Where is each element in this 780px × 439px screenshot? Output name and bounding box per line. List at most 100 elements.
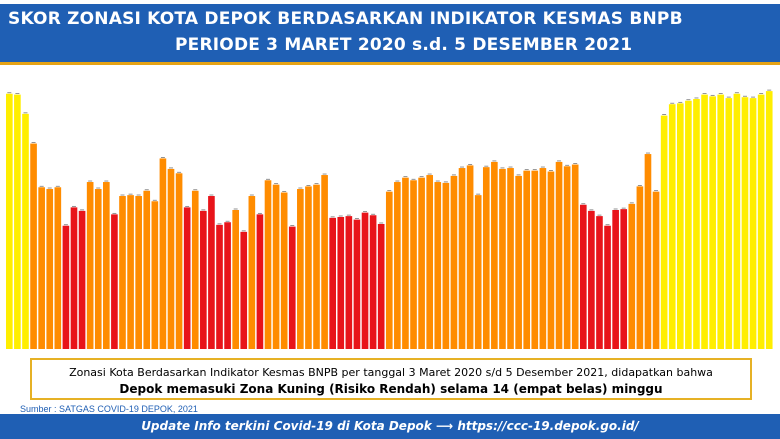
bar-22 (175, 173, 183, 349)
bar-20 (159, 158, 167, 349)
bar-27 (216, 224, 223, 349)
bar-34 (272, 184, 280, 349)
bar-30 (240, 231, 248, 349)
bar-67 (539, 168, 547, 349)
bar-83 (668, 104, 676, 349)
bar-44 (353, 219, 361, 349)
bar-65 (523, 170, 531, 349)
bar-77 (620, 209, 628, 349)
bar-39 (313, 184, 320, 349)
bar-12 (94, 189, 102, 349)
bar-74 (596, 216, 603, 349)
bar-23 (183, 207, 191, 349)
bar-24 (191, 190, 199, 349)
bar-86 (693, 98, 700, 349)
bar-18 (143, 190, 151, 349)
bar-81 (652, 191, 660, 349)
bar-73 (588, 210, 595, 349)
bar-10 (78, 210, 86, 349)
bar-55 (442, 182, 450, 349)
bar-57 (458, 168, 466, 349)
bar-17 (135, 196, 142, 349)
bar-26 (208, 196, 215, 349)
page-title: SKOR ZONASI KOTA DEPOK BERDASARKAN INDIK… (8, 9, 683, 29)
bar-62 (499, 168, 506, 349)
bar-60 (482, 167, 490, 349)
bar-61 (491, 161, 498, 349)
bar-43 (345, 216, 353, 349)
bar-2 (14, 94, 21, 349)
summary-line-1: Zonasi Kota Berdasarkan Indikator Kesmas… (69, 366, 713, 379)
bar-28 (224, 222, 231, 349)
bar-15 (119, 196, 126, 349)
bar-36 (288, 226, 296, 349)
bar-33 (264, 180, 272, 349)
bar-75 (604, 225, 611, 349)
bar-11 (86, 182, 94, 349)
bar-76 (612, 210, 619, 349)
bar-50 (402, 177, 409, 349)
bar-72 (579, 204, 587, 349)
bar-19 (151, 201, 159, 349)
bar-49 (394, 182, 401, 349)
bar-56 (450, 175, 458, 349)
bar-95 (765, 91, 773, 350)
bar-38 (305, 186, 312, 349)
bar-16 (127, 195, 134, 349)
bar-35 (280, 192, 288, 349)
bar-9 (70, 207, 78, 349)
bar-4 (30, 143, 37, 349)
bar-84 (676, 103, 684, 349)
bar-41 (329, 217, 336, 349)
bar-32 (256, 214, 264, 349)
bar-58 (466, 165, 474, 349)
bar-69 (555, 161, 563, 349)
bar-1 (6, 93, 13, 350)
bar-25 (200, 210, 207, 349)
bar-7 (54, 187, 62, 349)
bar-5 (38, 187, 45, 349)
bar-66 (531, 170, 539, 349)
bar-53 (426, 175, 434, 349)
bar-14 (111, 214, 118, 349)
bar-59 (474, 195, 482, 349)
bar-54 (434, 182, 442, 349)
bar-87 (701, 94, 708, 349)
bar-29 (232, 210, 239, 349)
bar-8 (62, 225, 70, 349)
bar-80 (644, 154, 652, 349)
bar-31 (248, 196, 256, 349)
bar-94 (757, 94, 765, 349)
header-top-strip (0, 0, 780, 4)
bar-91 (733, 93, 741, 350)
bar-47 (377, 223, 385, 349)
bar-85 (685, 100, 692, 349)
bar-78 (628, 203, 636, 349)
bar-46 (369, 215, 377, 349)
bar-63 (507, 168, 514, 349)
summary-line-2: Depok memasuki Zona Kuning (Risiko Renda… (119, 382, 663, 396)
bar-42 (337, 217, 345, 349)
bar-90 (725, 98, 733, 349)
bar-13 (103, 182, 110, 349)
bar-51 (410, 180, 417, 349)
source-note: Sumber : SATGAS COVID-19 DEPOK, 2021 (20, 404, 198, 414)
bar-88 (709, 96, 716, 349)
bar-92 (741, 97, 749, 349)
bar-37 (297, 189, 304, 349)
page-subtitle: PERIODE 3 MARET 2020 s.d. 5 DESEMBER 202… (175, 35, 633, 55)
bar-3 (22, 113, 29, 349)
zonation-bar-chart (6, 89, 773, 350)
footer-link-text[interactable]: Update Info terkini Covid-19 di Kota Dep… (141, 419, 639, 433)
bar-79 (636, 186, 644, 349)
bar-52 (418, 177, 425, 349)
bar-40 (321, 175, 328, 349)
bar-45 (361, 212, 369, 349)
header-banner: SKOR ZONASI KOTA DEPOK BERDASARKAN INDIK… (0, 0, 780, 65)
footer-banner: Update Info terkini Covid-19 di Kota Dep… (0, 414, 780, 439)
bar-71 (571, 164, 579, 349)
bar-68 (547, 171, 555, 349)
bar-6 (46, 189, 54, 349)
bar-21 (167, 168, 175, 349)
bar-82 (660, 115, 668, 349)
